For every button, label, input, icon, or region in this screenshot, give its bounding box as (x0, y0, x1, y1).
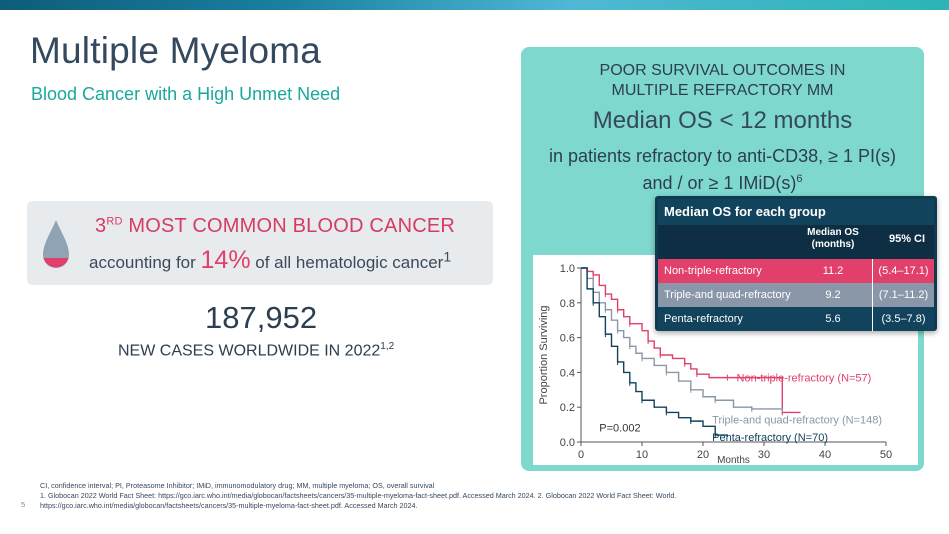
series-label: Non-triple-refractory (N=57) (737, 373, 872, 385)
x-tick-label: 50 (880, 449, 892, 461)
panel-detail: in patients refractory to anti-CD38, ≥ 1… (548, 146, 896, 193)
page-number: 5 (21, 500, 26, 509)
x-tick-label: 20 (697, 449, 709, 461)
stat-headline: 3RD MOST COMMON BLOOD CANCER (95, 215, 456, 237)
km-series-line (581, 267, 729, 437)
median-os-table: Median OS for each group Median OS (month… (655, 196, 937, 331)
table-row: Penta-refractory 5.6 (3.5–7.8) (658, 307, 934, 331)
table-row: Triple-and quad-refractory 9.2 (7.1–11.2) (658, 283, 934, 307)
col-median-header: Median OS (months) (807, 227, 859, 250)
stat-description: accounting for 14% of all hematologic ca… (89, 246, 452, 274)
new-cases-number: 187,952 (205, 300, 318, 335)
x-tick-label: 30 (758, 449, 770, 461)
y-tick-label: 0.8 (560, 298, 575, 310)
km-series-line (581, 267, 801, 414)
x-tick-label: 10 (636, 449, 648, 461)
y-tick-label: 1.0 (560, 263, 575, 275)
page-subtitle: Blood Cancer with a High Unmet Need (31, 84, 341, 104)
series-label: Penta-refractory (N=70) (712, 432, 828, 444)
table-row: Non-triple-refractory 11.2 (5.4–17.1) (658, 259, 934, 283)
col-ci-header: 95% CI (888, 233, 926, 245)
stat-percent: 14% (200, 246, 251, 274)
top-accent-bar (0, 0, 949, 10)
page-title: Multiple Myeloma (30, 30, 322, 71)
median-os-headline: Median OS < 12 months (592, 107, 853, 134)
footnotes: CI, confidence interval; PI, Proteasome … (40, 481, 677, 510)
y-tick-label: 0.4 (560, 367, 575, 379)
y-tick-label: 0.6 (560, 333, 575, 345)
x-axis-label: Months (717, 455, 750, 465)
y-axis-label: Proportion Surviving (538, 305, 550, 404)
km-chart-area: 0.0 0.2 0.4 0.6 0.8 1.0 0 10 20 30 40 50 Proportion … (533, 255, 918, 466)
table-header: Median OS (months) 95% CI (658, 225, 934, 259)
km-survival-chart: 0.0 0.2 0.4 0.6 0.8 1.0 0 10 20 30 40 50 Proportion … (538, 263, 892, 466)
p-value-annotation: P=0.002 (599, 423, 640, 435)
x-tick-label: 0 (578, 449, 584, 461)
y-tick-label: 0.0 (560, 437, 575, 449)
y-tick-label: 0.2 (560, 402, 575, 414)
blood-drop-icon (43, 220, 69, 268)
stat-box: 3RD MOST COMMON BLOOD CANCER accounting … (27, 201, 493, 285)
table-title: Median OS for each group (664, 204, 826, 219)
new-cases-label: NEW CASES WORLDWIDE IN 20221,2 (118, 341, 395, 360)
x-tick-label: 40 (819, 449, 831, 461)
series-label: Triple-and quad-refractory (N=148) (712, 414, 882, 426)
panel-heading: POOR SURVIVAL OUTCOMES IN MULTIPLE REFRAC… (599, 62, 846, 99)
